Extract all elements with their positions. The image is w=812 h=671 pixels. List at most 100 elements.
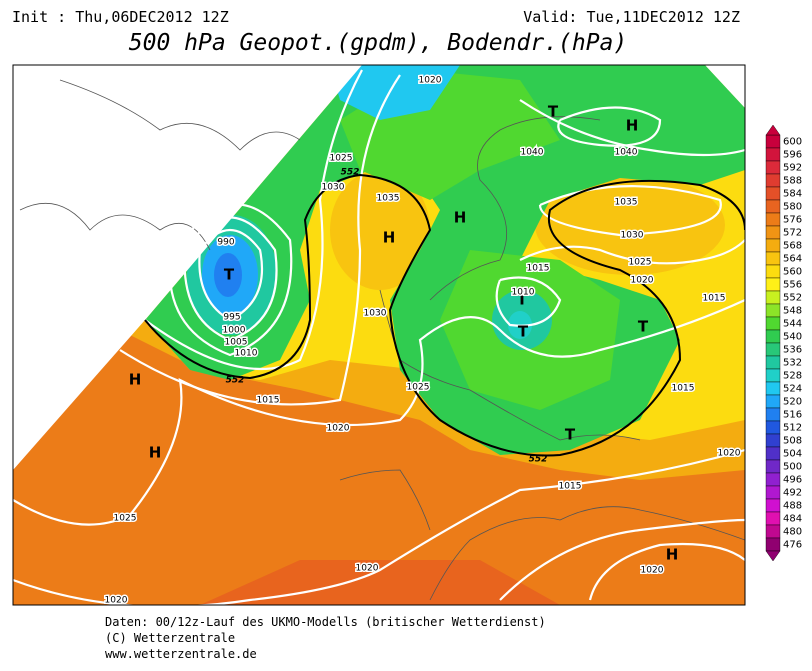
isobar-label: 1005 (225, 338, 248, 348)
legend-swatch (765, 368, 781, 383)
legend-swatch (765, 537, 781, 552)
legend-swatch (765, 355, 781, 370)
isobar-label: 1040 (615, 148, 638, 158)
legend-label: 500 (783, 462, 802, 473)
footer-copyright: (C) Wetterzentrale (105, 631, 235, 645)
map-frame (12, 64, 746, 606)
legend-swatch (765, 342, 781, 357)
legend-label: 600 (783, 137, 802, 148)
legend-swatch (765, 433, 781, 448)
init-time: Init : Thu,06DEC2012 12Z (12, 8, 229, 26)
legend-swatch (765, 160, 781, 175)
isobar-label: 1010 (235, 349, 258, 359)
legend-label: 556 (783, 280, 802, 291)
legend-label: 572 (783, 228, 802, 239)
legend-label: 488 (783, 501, 802, 512)
legend-label: 548 (783, 306, 802, 317)
map-title: 500 hPa Geopot.(gpdm), Bodendr.(hPa) (129, 30, 628, 56)
legend-label: 568 (783, 241, 802, 252)
legend-swatch (765, 459, 781, 474)
legend-label: 524 (783, 384, 802, 395)
isobar-label: 1025 (407, 383, 430, 393)
isobar-label: 1025 (114, 514, 137, 524)
legend-swatch (765, 420, 781, 435)
map (13, 65, 745, 605)
legend-cap-top (765, 124, 781, 136)
legend-swatch (765, 485, 781, 500)
legend-swatch (765, 498, 781, 513)
isobar-label: 1015 (672, 384, 695, 394)
legend-swatch (765, 186, 781, 201)
isobar-label: 1020 (718, 449, 741, 459)
legend-label: 592 (783, 163, 802, 174)
isobar-label: 1000 (223, 326, 246, 336)
isobar-label: 1035 (377, 194, 400, 204)
legend-swatch (765, 277, 781, 292)
isobar-label: 1040 (521, 148, 544, 158)
legend-swatch (765, 134, 781, 149)
isobar-label: 1015 (703, 294, 726, 304)
contour-label: 552 (341, 168, 360, 178)
legend-swatch (765, 199, 781, 214)
legend-swatch (765, 264, 781, 279)
legend-swatch (765, 446, 781, 461)
contour-label: 552 (529, 455, 548, 465)
isobar-label: 1030 (621, 231, 644, 241)
legend-label: 520 (783, 397, 802, 408)
legend-label: 552 (783, 293, 802, 304)
legend-label: 536 (783, 345, 802, 356)
isobar-label: 1015 (559, 482, 582, 492)
legend-swatch (765, 472, 781, 487)
isobar-label: 990 (217, 238, 234, 248)
pressure-center: H (454, 209, 467, 227)
legend-label: 496 (783, 475, 802, 486)
legend-swatch (765, 303, 781, 318)
legend-label: 516 (783, 410, 802, 421)
isobar-label: 1020 (631, 276, 654, 286)
legend-label: 584 (783, 189, 802, 200)
legend-swatch (765, 524, 781, 539)
legend-swatch (765, 316, 781, 331)
isobar-label: 1020 (105, 596, 128, 606)
legend-label: 532 (783, 358, 802, 369)
pressure-center: H (129, 371, 142, 389)
legend-label: 580 (783, 202, 802, 213)
legend-label: 588 (783, 176, 802, 187)
isobar-label: 1015 (527, 264, 550, 274)
contour-label: 552 (226, 376, 245, 386)
pressure-center: T (565, 426, 576, 444)
legend-swatch (765, 147, 781, 162)
isobar-label: 1025 (330, 154, 353, 164)
footer-url: www.wetterzentrale.de (105, 647, 257, 661)
legend-label: 476 (783, 540, 802, 551)
coastlines (19, 79, 745, 601)
legend-label: 528 (783, 371, 802, 382)
isobar-label: 1035 (615, 198, 638, 208)
legend-label: 492 (783, 488, 802, 499)
isobar-label: 1020 (641, 566, 664, 576)
isobar-label: 1020 (419, 76, 442, 86)
isobar-label: 1010 (512, 288, 535, 298)
pressure-center: T (517, 291, 528, 309)
legend-swatch (765, 173, 781, 188)
pressure-center: T (518, 323, 529, 341)
pressure-center: T (638, 318, 649, 336)
isobar-label: 1020 (327, 424, 350, 434)
legend-swatch (765, 290, 781, 305)
pressure-center: T (548, 103, 559, 121)
legend-swatch (765, 511, 781, 526)
contour-552 (144, 173, 745, 457)
isobar-label: 1030 (322, 183, 345, 193)
isobar-label: 1030 (364, 309, 387, 319)
legend-label: 480 (783, 527, 802, 538)
valid-time: Valid: Tue,11DEC2012 12Z (523, 8, 740, 26)
legend-label: 508 (783, 436, 802, 447)
pressure-center: H (666, 546, 679, 564)
isobar-label: 1020 (356, 564, 379, 574)
legend-label: 576 (783, 215, 802, 226)
legend-swatch (765, 394, 781, 409)
pressure-center: H (626, 117, 639, 135)
isobar-label: 1025 (629, 258, 652, 268)
legend-cap-bottom (765, 550, 781, 562)
